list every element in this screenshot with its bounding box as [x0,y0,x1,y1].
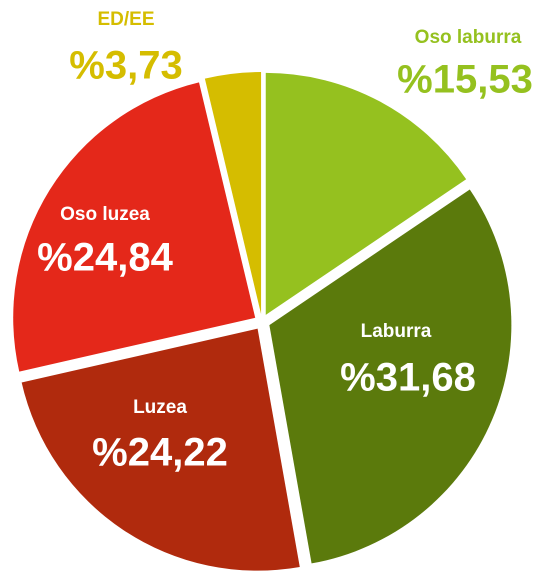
slice-name: Oso luzea [60,204,150,225]
slice-value-label: %15,53 [397,58,533,102]
pie-slice [265,72,467,315]
pie-slice [13,82,256,372]
slice-name: Oso laburra [415,27,522,48]
slice-value-label: %31,68 [340,356,476,400]
slice-name: ED/EE [97,9,154,30]
slice-value-label: %24,22 [92,431,228,475]
slice-value-label: %24,84 [37,236,173,280]
pie-slice [269,189,512,564]
pie-slice [21,328,300,571]
slice-value-label: %3,73 [69,44,182,88]
pie-slice [204,72,262,315]
slice-name: Laburra [361,321,432,342]
slice-name: Luzea [133,397,187,418]
